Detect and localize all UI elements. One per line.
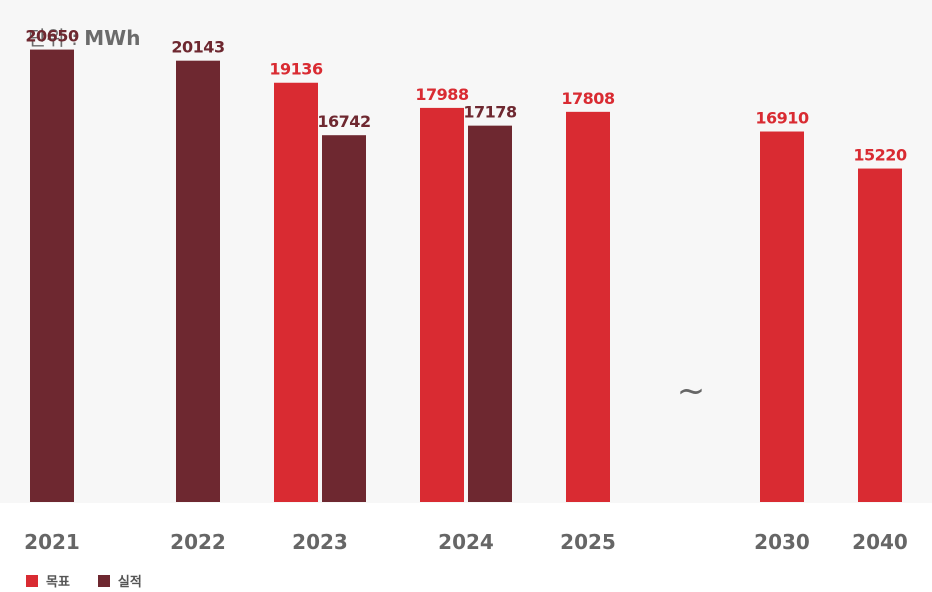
data-label-actual-2022: 20143 xyxy=(171,38,224,57)
unit-label-value: MWh xyxy=(84,26,141,50)
unit-label: 단위 : MWh xyxy=(28,22,140,51)
data-label-actual-2024: 17178 xyxy=(463,103,517,122)
bar-target-2025 xyxy=(566,111,610,503)
bar-actual-2021 xyxy=(30,49,74,503)
data-label-target-2024: 17988 xyxy=(415,85,469,104)
bar-target-2023 xyxy=(274,82,318,503)
bar-actual-2023 xyxy=(322,135,366,502)
legend-swatch-target xyxy=(26,574,38,587)
bar-target-2024 xyxy=(420,107,464,503)
x-tick-label-2024: 2024 xyxy=(438,530,494,554)
data-label-target-2025: 17808 xyxy=(561,89,615,108)
legend-label-target: 목표 xyxy=(46,575,70,590)
x-tick-label-2030: 2030 xyxy=(754,530,810,554)
x-tick-label-2040: 2040 xyxy=(852,530,908,554)
data-label-actual-2021: 20650 xyxy=(25,27,79,46)
data-label-target-2030: 16910 xyxy=(755,109,809,128)
legend-item-actual: 실적 xyxy=(97,571,142,590)
x-tick-label-2023: 2023 xyxy=(292,530,348,554)
data-label-target-2023: 19136 xyxy=(269,60,323,79)
unit-label-prefix: 단위 : xyxy=(28,26,85,50)
data-label-target-2040: 15220 xyxy=(853,146,907,165)
legend-item-target: 목표 xyxy=(26,571,70,590)
axis-break-mark: ~ xyxy=(677,371,706,411)
data-label-actual-2023: 16742 xyxy=(317,112,370,131)
x-tick-label-2021: 2021 xyxy=(24,530,80,554)
bar-actual-2022 xyxy=(176,60,220,502)
legend-swatch-actual xyxy=(97,574,110,587)
bar-target-2040 xyxy=(858,168,902,502)
bar-target-2030 xyxy=(760,131,804,502)
x-tick-label-2022: 2022 xyxy=(170,530,226,554)
legend: 목표 실적 xyxy=(26,571,170,590)
legend-label-actual: 실적 xyxy=(117,575,142,590)
x-tick-label-2025: 2025 xyxy=(560,530,616,554)
bar-actual-2024 xyxy=(468,125,512,503)
